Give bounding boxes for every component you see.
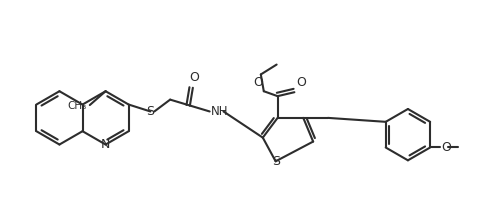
Text: CH₃: CH₃ <box>68 101 87 111</box>
Text: O: O <box>297 76 306 89</box>
Text: S: S <box>147 105 154 118</box>
Text: NH: NH <box>211 105 228 118</box>
Text: O: O <box>253 76 263 89</box>
Text: O: O <box>189 71 199 84</box>
Text: S: S <box>272 155 280 168</box>
Text: N: N <box>101 138 110 151</box>
Text: O: O <box>441 141 451 154</box>
